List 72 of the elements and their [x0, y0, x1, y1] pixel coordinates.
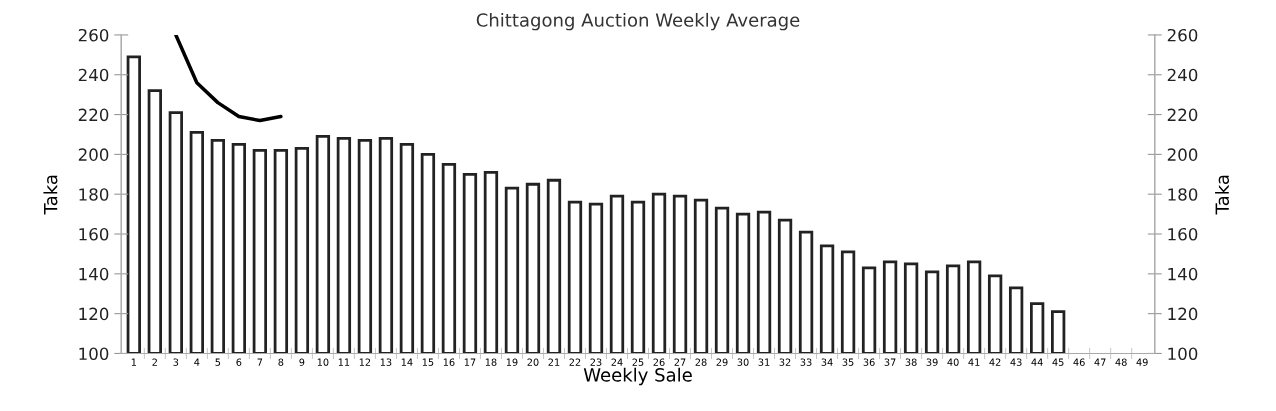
x-tick-label: 29	[716, 358, 728, 366]
x-tick-label: 22	[569, 358, 581, 366]
x-tick-label: 30	[737, 358, 749, 366]
x-tick-label: 42	[989, 358, 1001, 366]
y-tick-label: 200	[78, 148, 109, 161]
x-tick-label: 19	[506, 358, 518, 366]
y2-tick-label: 200	[1167, 148, 1198, 161]
x-tick-label: 14	[401, 358, 413, 366]
y-tick-label: 220	[78, 108, 109, 122]
x-tick-label: 15	[422, 358, 434, 366]
y-tick-label: 100	[79, 347, 109, 361]
x-tick-label: 34	[821, 358, 833, 366]
x-tick-label: 35	[842, 358, 854, 366]
x-tick-label: 47	[1094, 358, 1106, 366]
x-tick-label: 4	[194, 358, 200, 366]
x-tick-label: 31	[758, 358, 770, 366]
x-tick-label: 43	[1010, 358, 1022, 366]
x-tick-label: 37	[884, 358, 896, 366]
x-tick-label: 49	[1136, 358, 1148, 366]
y2-tick-label: 240	[1167, 68, 1198, 82]
x-tick-label: 9	[299, 358, 305, 366]
y2-axis-title: Taka	[1215, 175, 1230, 215]
x-tick-label: 46	[1073, 358, 1085, 366]
x-tick-label: 7	[257, 358, 263, 366]
y-tick-label: 160	[79, 227, 109, 241]
y2-tick-label: 220	[1167, 108, 1198, 122]
x-tick-label: 27	[674, 358, 686, 366]
y2-tick-label: 180	[1168, 188, 1198, 201]
x-tick-label: 23	[590, 358, 602, 366]
y-tick-label: 140	[79, 267, 109, 281]
x-tick-label: 12	[359, 358, 371, 366]
x-tick-label: 48	[1115, 358, 1127, 366]
y2-tick-label: 140	[1168, 267, 1198, 281]
chart-title: Chittagong Auction Weekly Average	[476, 12, 800, 31]
x-tick-label: 32	[779, 358, 791, 366]
x-tick-label: 40	[947, 358, 959, 366]
y2-tick-label: 260	[1167, 28, 1198, 42]
x-tick-label: 17	[464, 358, 476, 366]
x-tick-label: 41	[968, 358, 980, 366]
x-tick-label: 6	[236, 358, 242, 366]
x-tick-label: 36	[863, 358, 875, 366]
y2-tick-label: 120	[1168, 307, 1198, 321]
y-tick-label: 240	[78, 68, 109, 82]
x-tick-label: 28	[695, 358, 707, 366]
x-axis-title: Weekly Sale	[583, 367, 692, 386]
y-tick-label: 120	[79, 307, 109, 321]
x-tick-label: 20	[527, 358, 539, 366]
x-tick-label: 44	[1031, 358, 1043, 366]
x-tick-label: 45	[1052, 358, 1064, 366]
x-tick-label: 5	[215, 358, 221, 366]
y-axis-title: Taka	[43, 175, 58, 215]
x-tick-label: 3	[173, 358, 179, 366]
x-tick-label: 18	[485, 358, 497, 366]
x-tick-label: 2	[152, 358, 157, 366]
x-tick-label: 16	[443, 358, 455, 366]
line-series	[174, 34, 283, 123]
x-tick-label: 39	[926, 358, 938, 366]
x-tick-label: 8	[278, 358, 284, 366]
x-tick-label: 11	[338, 358, 350, 366]
y-tick-label: 180	[79, 188, 109, 201]
y2-tick-label: 100	[1168, 347, 1198, 361]
x-tick-label: 24	[611, 358, 623, 366]
x-tick-label: 13	[380, 358, 392, 366]
x-tick-label: 1	[131, 358, 137, 366]
x-tick-label: 33	[800, 358, 812, 366]
x-tick-label: 25	[632, 358, 644, 366]
x-tick-label: 38	[905, 358, 917, 366]
y-tick-label: 260	[78, 28, 109, 42]
x-tick-label: 21	[548, 358, 560, 366]
x-tick-label: 10	[317, 358, 329, 366]
x-tick-label: 26	[653, 358, 665, 366]
y2-tick-label: 160	[1168, 227, 1198, 241]
